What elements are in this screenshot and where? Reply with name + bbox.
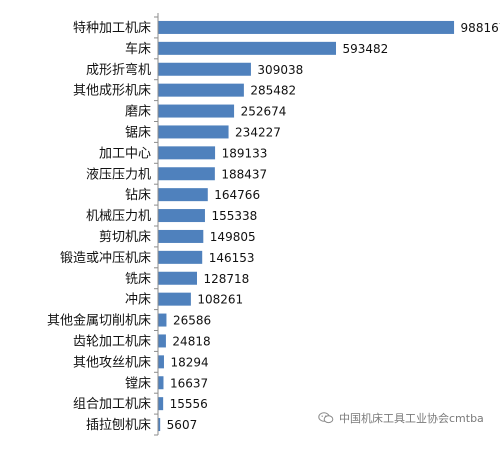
- value-label: 252674: [241, 105, 287, 119]
- bar: [158, 41, 337, 55]
- watermark: 中国机床工具工业协会cmtba: [318, 410, 484, 426]
- bar: [158, 418, 161, 432]
- category-label: 插拉刨机床: [86, 418, 151, 433]
- category-label: 铣床: [125, 272, 151, 287]
- bar: [158, 229, 204, 243]
- category-label: 车床: [125, 41, 151, 57]
- value-label: 593482: [343, 42, 389, 56]
- value-label: 108261: [197, 293, 243, 307]
- bar: [158, 104, 235, 118]
- category-label: 液压压力机: [86, 167, 151, 182]
- category-label: 钻床: [125, 188, 151, 203]
- category-label: 特种加工机床: [73, 21, 151, 36]
- watermark-text: 中国机床工具工业协会cmtba: [339, 412, 484, 425]
- bar: [158, 397, 164, 411]
- value-label: 15556: [170, 397, 208, 411]
- category-label: 剪切机床: [99, 229, 151, 245]
- value-label: 155338: [211, 209, 257, 223]
- category-label: 锯床: [125, 125, 151, 140]
- category-label: 成形折弯机: [86, 62, 151, 78]
- bar: [158, 334, 166, 348]
- category-label: 锻造或冲压机床: [60, 251, 151, 266]
- bar: [158, 292, 191, 306]
- bar: [158, 271, 197, 285]
- bar: [158, 146, 216, 160]
- value-label: 164766: [214, 188, 260, 202]
- bar: [158, 20, 455, 34]
- category-label: 组合加工机床: [73, 397, 151, 412]
- bar: [158, 313, 167, 327]
- value-label: 128718: [203, 272, 249, 286]
- category-label: 机械压力机: [86, 209, 151, 224]
- value-label: 26586: [173, 314, 211, 328]
- bar: [158, 125, 229, 139]
- bar: [158, 250, 203, 264]
- value-label: 16637: [170, 376, 208, 390]
- category-label: 齿轮加工机床: [73, 334, 151, 349]
- category-label: 加工中心: [99, 146, 151, 161]
- value-label: 309038: [257, 63, 303, 77]
- bar: [158, 376, 164, 390]
- bar: [158, 355, 164, 369]
- value-label: 24818: [172, 334, 210, 348]
- category-label: 冲床: [125, 293, 151, 308]
- bar: [158, 167, 215, 181]
- value-label: 5607: [167, 418, 198, 432]
- wechat-icon: [318, 412, 334, 424]
- category-label: 其他成形机床: [73, 84, 151, 99]
- category-label: 其他金属切削机床: [47, 313, 151, 329]
- bar: [158, 62, 251, 76]
- value-label: 285482: [250, 84, 296, 98]
- bar: [158, 188, 208, 202]
- value-label: 146153: [209, 251, 255, 265]
- value-label: 149805: [210, 230, 256, 244]
- category-label: 磨床: [125, 105, 151, 120]
- value-label: 234227: [235, 125, 281, 139]
- bar: [158, 209, 205, 223]
- value-label: 188437: [221, 167, 267, 181]
- category-label: 镗床: [125, 376, 151, 391]
- bar: [158, 83, 244, 97]
- category-label: 其他攻丝机床: [73, 355, 151, 370]
- value-label: 189133: [222, 146, 268, 160]
- value-label: 988167: [461, 21, 500, 35]
- value-label: 18294: [170, 355, 208, 369]
